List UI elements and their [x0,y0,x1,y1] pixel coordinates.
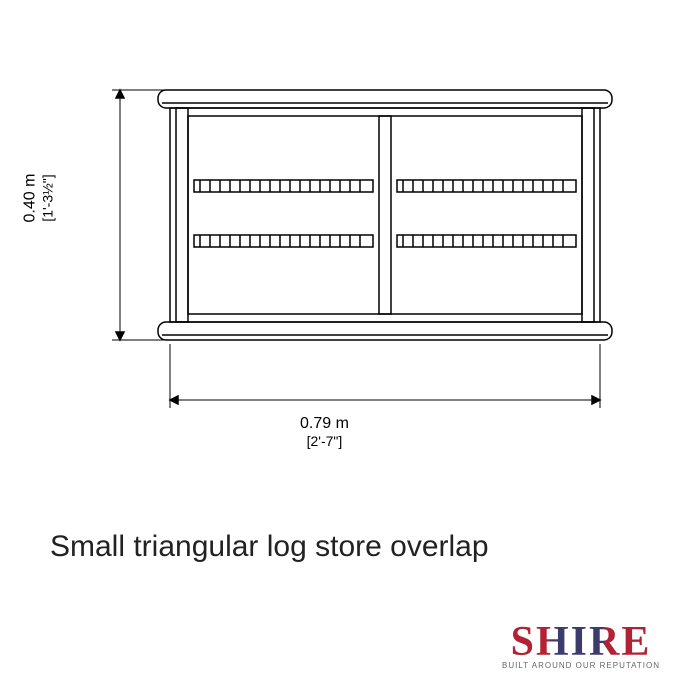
width-imperial: [2'-7"] [300,433,349,449]
logo-text: SHIRE [502,621,660,663]
height-dimension-label: 0.40 m [1'-3½"] [21,174,57,223]
logo-tagline: BUILT AROUND OUR REPUTATION [502,661,660,670]
brand-logo: SHIRE BUILT AROUND OUR REPUTATION [502,621,660,670]
drawing-svg [80,60,620,520]
technical-drawing [80,60,620,440]
height-metric: 0.40 m [21,174,38,223]
height-imperial: [1'-3½"] [39,174,55,221]
width-dimension-label: 0.79 m [2'-7"] [300,415,349,449]
diagram-title: Small triangular log store overlap [50,530,489,564]
width-metric: 0.79 m [300,415,349,433]
